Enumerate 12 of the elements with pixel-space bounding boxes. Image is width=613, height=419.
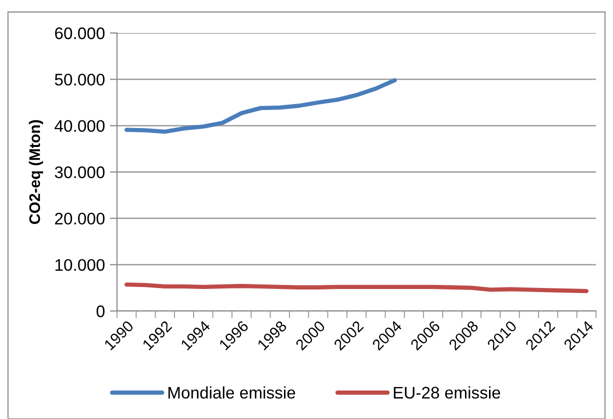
y-tick-label: 10.000	[55, 259, 105, 271]
y-tick-label: 50.000	[54, 74, 105, 86]
y-tick-label: 40.000	[54, 120, 105, 132]
y-axis-title: CO2-eq (Mton)	[28, 120, 44, 224]
y-tick-label: 60.000	[55, 27, 105, 40]
legend-label: EU-28 emissie	[394, 386, 500, 399]
y-tick-label: 30.000	[54, 166, 105, 178]
y-tick-label: 0	[96, 305, 105, 318]
line-series	[124, 78, 397, 134]
line-series	[124, 282, 589, 294]
y-tick-label: 20.000	[55, 212, 105, 225]
legend-label: Mondiale emissie	[168, 386, 296, 399]
